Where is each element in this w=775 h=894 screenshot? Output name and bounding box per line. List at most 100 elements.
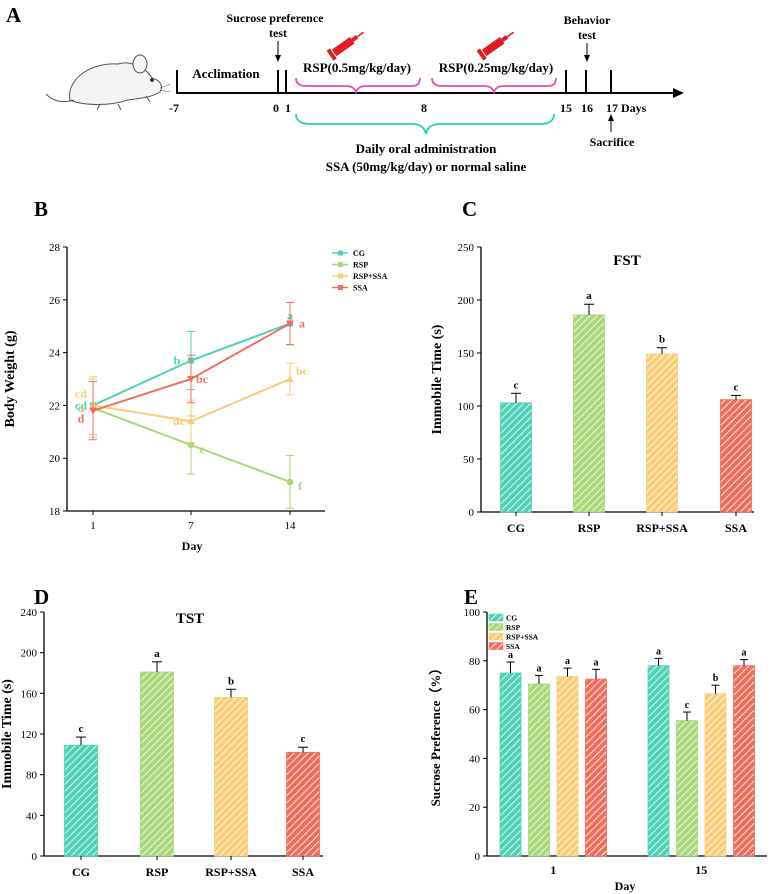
sacrifice-arrowhead: [608, 114, 614, 121]
behavior-test-arrowhead: [584, 55, 590, 62]
chart-title: FST: [613, 253, 641, 269]
significance-letter: e: [199, 442, 205, 456]
significance-letter: bc: [196, 372, 209, 386]
y-tick-label: 50: [463, 454, 475, 466]
panel-c-label: C: [462, 197, 477, 221]
x-tick-label: 15: [695, 863, 707, 877]
significance-letter: a: [586, 290, 592, 302]
x-axis-title: Day: [182, 539, 203, 553]
bar: [720, 399, 752, 513]
significance-letter: a: [565, 656, 570, 667]
y-tick-label: 100: [464, 607, 481, 619]
legend-swatch: [488, 623, 504, 631]
bar: [573, 314, 605, 513]
daily-administration-label-2: SSA (50mg/kg/day) or normal saline: [326, 159, 527, 174]
y-axis-title: Sucrose Preference（%）: [428, 662, 443, 807]
acclimation-label: Acclimation: [192, 66, 260, 81]
y-tick-label: 20: [49, 453, 61, 465]
timeline-days-label: Days: [621, 101, 647, 115]
bar: [556, 676, 579, 857]
legend-label: RSP: [506, 623, 521, 632]
legend-label: SSA: [506, 642, 520, 651]
y-tick-label: 40: [469, 753, 481, 765]
sucrose-test-arrowhead: [275, 55, 281, 62]
panel-b-label: B: [34, 197, 48, 221]
data-point: [187, 441, 195, 449]
chart-title: TST: [176, 611, 204, 627]
mouse-illustration: [45, 54, 171, 111]
legend-label: CG: [353, 249, 365, 258]
y-tick-label: 120: [21, 729, 38, 741]
sacrifice-label: Sacrifice: [590, 135, 635, 149]
significance-letter: c: [734, 381, 739, 393]
legend-swatch: [488, 632, 504, 641]
rsp-phase-1-brace: [295, 77, 421, 95]
x-tick-label: SSA: [292, 865, 314, 879]
administration-brace: [295, 113, 555, 135]
significance-letter: cd: [75, 386, 87, 400]
y-tick-label: 160: [21, 688, 38, 700]
y-tick-label: 200: [21, 648, 38, 660]
legend-marker: [338, 285, 343, 290]
x-tick-label: RSP+SSA: [205, 865, 257, 879]
significance-letter: c: [79, 723, 84, 735]
y-tick-label: 20: [469, 802, 481, 814]
bar: [500, 402, 532, 513]
timeline-tick-label: 8: [421, 101, 427, 115]
significance-letter: c: [301, 733, 306, 745]
legend-label: SSA: [353, 284, 368, 293]
significance-letter: b: [659, 334, 665, 346]
legend-marker: [338, 250, 343, 256]
significance-letter: cd: [75, 398, 87, 412]
panel-a: A Sucrose preference test Behavior t: [6, 3, 684, 174]
significance-letter: d: [78, 412, 85, 426]
sucrose-test-label-line1: Sucrose preference: [227, 11, 325, 25]
behavior-test-label-line2: test: [578, 28, 596, 42]
data-point: [286, 478, 294, 486]
data-point: [286, 320, 294, 328]
panel-d-label: D: [34, 585, 49, 609]
significance-letter: a: [299, 317, 305, 331]
timeline-arrowhead: [673, 88, 684, 98]
y-tick-label: 60: [469, 705, 481, 717]
data-point: [286, 375, 294, 382]
significance-letter: b: [228, 675, 234, 687]
x-tick-label: RSP: [146, 865, 169, 879]
data-point: [89, 407, 97, 415]
bar: [214, 697, 248, 857]
significance-letter: b: [174, 354, 181, 368]
legend-swatch: [488, 613, 504, 622]
significance-letter: a: [742, 648, 747, 659]
syringe-icon: [326, 31, 365, 61]
x-tick-label: 1: [90, 520, 96, 532]
bar: [647, 665, 670, 857]
x-tick-label: 1: [550, 863, 556, 877]
bar: [528, 683, 550, 857]
significance-letter: c: [685, 700, 690, 711]
panel-c-bar-chart: 0 50 100 150 200 250 Immobile Time (s) FST c CG a R…: [430, 242, 754, 535]
y-tick-label: 80: [469, 656, 481, 668]
data-point: [187, 376, 195, 383]
timeline-tick-label: 1: [285, 101, 291, 115]
significance-letter: de: [173, 414, 186, 428]
syringe-icon: [476, 31, 515, 61]
bar: [64, 744, 98, 857]
legend-marker: [338, 262, 343, 267]
bar: [646, 353, 678, 513]
bar: [499, 672, 522, 857]
significance-letter: bc: [296, 364, 309, 378]
timeline-tick-label: 17: [606, 101, 618, 115]
bar: [704, 693, 727, 857]
y-tick-label: 240: [21, 607, 38, 619]
y-axis-title: Body Weight (g): [3, 330, 18, 427]
significance-letter: a: [594, 657, 599, 668]
y-axis-title: Immobile Time (s): [430, 324, 445, 434]
panel-e-grouped-bar-chart: 0 20 40 60 80 100 Sucrose Preference（%） a a a a 1 a c…: [428, 607, 767, 893]
rsp-phase-2-brace: [431, 77, 557, 95]
legend-label: RSP: [353, 261, 368, 270]
y-axis-title: Immobile Time (s): [0, 679, 15, 789]
sucrose-test-label-line2: test: [269, 26, 287, 40]
legend-label: RSP+SSA: [506, 633, 539, 642]
